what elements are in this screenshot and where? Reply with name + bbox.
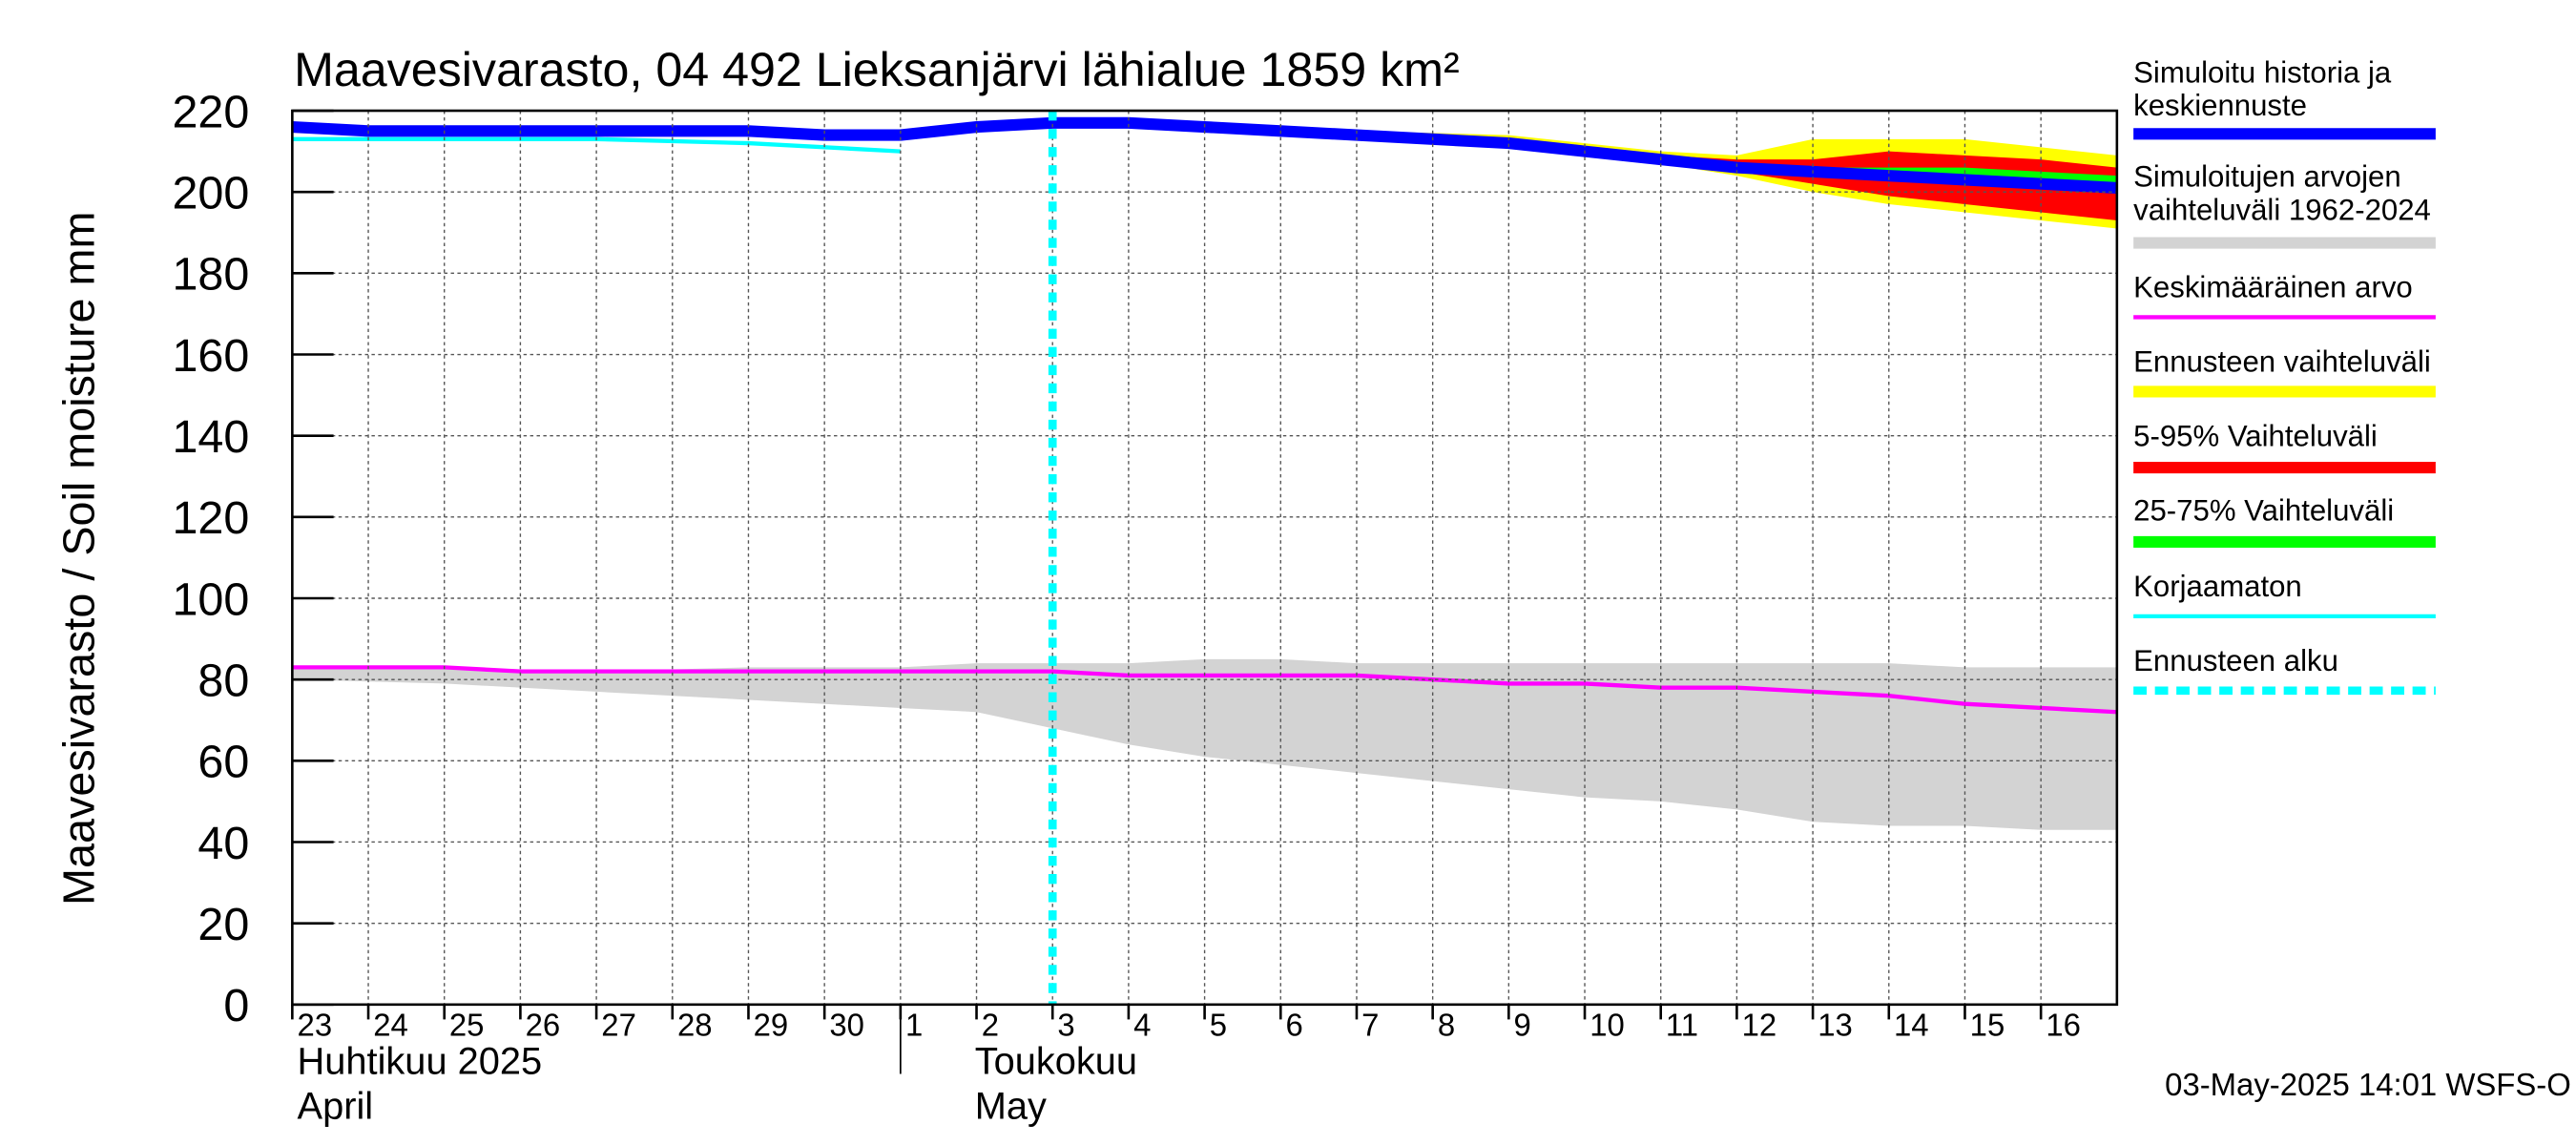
y-tick-label: 220 (172, 86, 249, 137)
legend-label: Korjaamaton (2133, 570, 2302, 603)
month-label-fi: Toukokuu (975, 1041, 1137, 1083)
y-tick-label: 140 (172, 411, 249, 463)
x-tick-label: 8 (1438, 1008, 1455, 1043)
x-tick-label: 14 (1894, 1008, 1929, 1043)
x-tick-label: 24 (373, 1008, 408, 1043)
x-tick-label: 12 (1742, 1008, 1777, 1043)
y-axis-label: Maavesivarasto / Soil moisture mm (54, 212, 104, 906)
band-ennusteen-vaihteluv-li (1052, 122, 2117, 229)
x-tick-label: 29 (754, 1008, 789, 1043)
x-tick-label: 15 (1970, 1008, 2005, 1043)
chart-title: Maavesivarasto, 04 492 Lieksanjärvi lähi… (294, 43, 1460, 96)
x-tick-label: 3 (1057, 1008, 1074, 1043)
legend-label: Simuloitujen arvojen (2133, 160, 2400, 194)
x-tick-label: 23 (298, 1008, 333, 1043)
month-label-en: May (975, 1085, 1047, 1127)
x-tick-label: 25 (449, 1008, 485, 1043)
y-tick-label: 0 (223, 980, 249, 1031)
legend-label: keskiennuste (2133, 89, 2307, 122)
legend-label: Ennusteen alku (2133, 644, 2338, 677)
x-tick-label: 4 (1133, 1008, 1151, 1043)
legend-label: Simuloitu historia ja (2133, 56, 2392, 90)
x-tick-label: 1 (905, 1008, 923, 1043)
x-tick-label: 10 (1589, 1008, 1625, 1043)
x-tick-label: 26 (526, 1008, 561, 1043)
x-tick-label: 30 (829, 1008, 864, 1043)
legend-label: 25-75% Vaihteluväli (2133, 493, 2394, 527)
y-tick-label: 160 (172, 330, 249, 382)
y-tick-label: 180 (172, 249, 249, 301)
timestamp: 03-May-2025 14:01 WSFS-O (2165, 1067, 2571, 1102)
x-tick-label: 5 (1210, 1008, 1227, 1043)
grid (292, 110, 2117, 1005)
y-tick-label: 80 (197, 655, 249, 706)
y-tick-label: 20 (197, 899, 249, 950)
month-label-en: April (298, 1085, 374, 1127)
band-simuloitujen-arvojen-vaihteluv-li-1962-2024 (292, 658, 2117, 830)
x-tick-label: 16 (2046, 1008, 2081, 1043)
x-tick-label: 2 (982, 1008, 999, 1043)
legend-label: Ennusteen vaihteluväli (2133, 345, 2431, 379)
x-tick-label: 9 (1514, 1008, 1531, 1043)
x-tick-label: 6 (1285, 1008, 1302, 1043)
x-tick-label: 13 (1818, 1008, 1853, 1043)
y-tick-label: 120 (172, 492, 249, 544)
x-tick-label: 11 (1666, 1008, 1698, 1043)
y-tick-label: 60 (197, 737, 249, 788)
y-tick-label: 40 (197, 818, 249, 869)
y-tick-label: 200 (172, 167, 249, 219)
legend-label: 5-95% Vaihteluväli (2133, 420, 2378, 453)
x-tick-label: 7 (1361, 1008, 1379, 1043)
y-tick-label: 100 (172, 573, 249, 625)
x-tick-label: 27 (601, 1008, 636, 1043)
x-tick-label: 28 (677, 1008, 713, 1043)
legend-label: vaihteluväli 1962-2024 (2133, 193, 2431, 226)
legend-label: Keskimääräinen arvo (2133, 271, 2413, 304)
month-label-fi: Huhtikuu 2025 (298, 1041, 543, 1083)
